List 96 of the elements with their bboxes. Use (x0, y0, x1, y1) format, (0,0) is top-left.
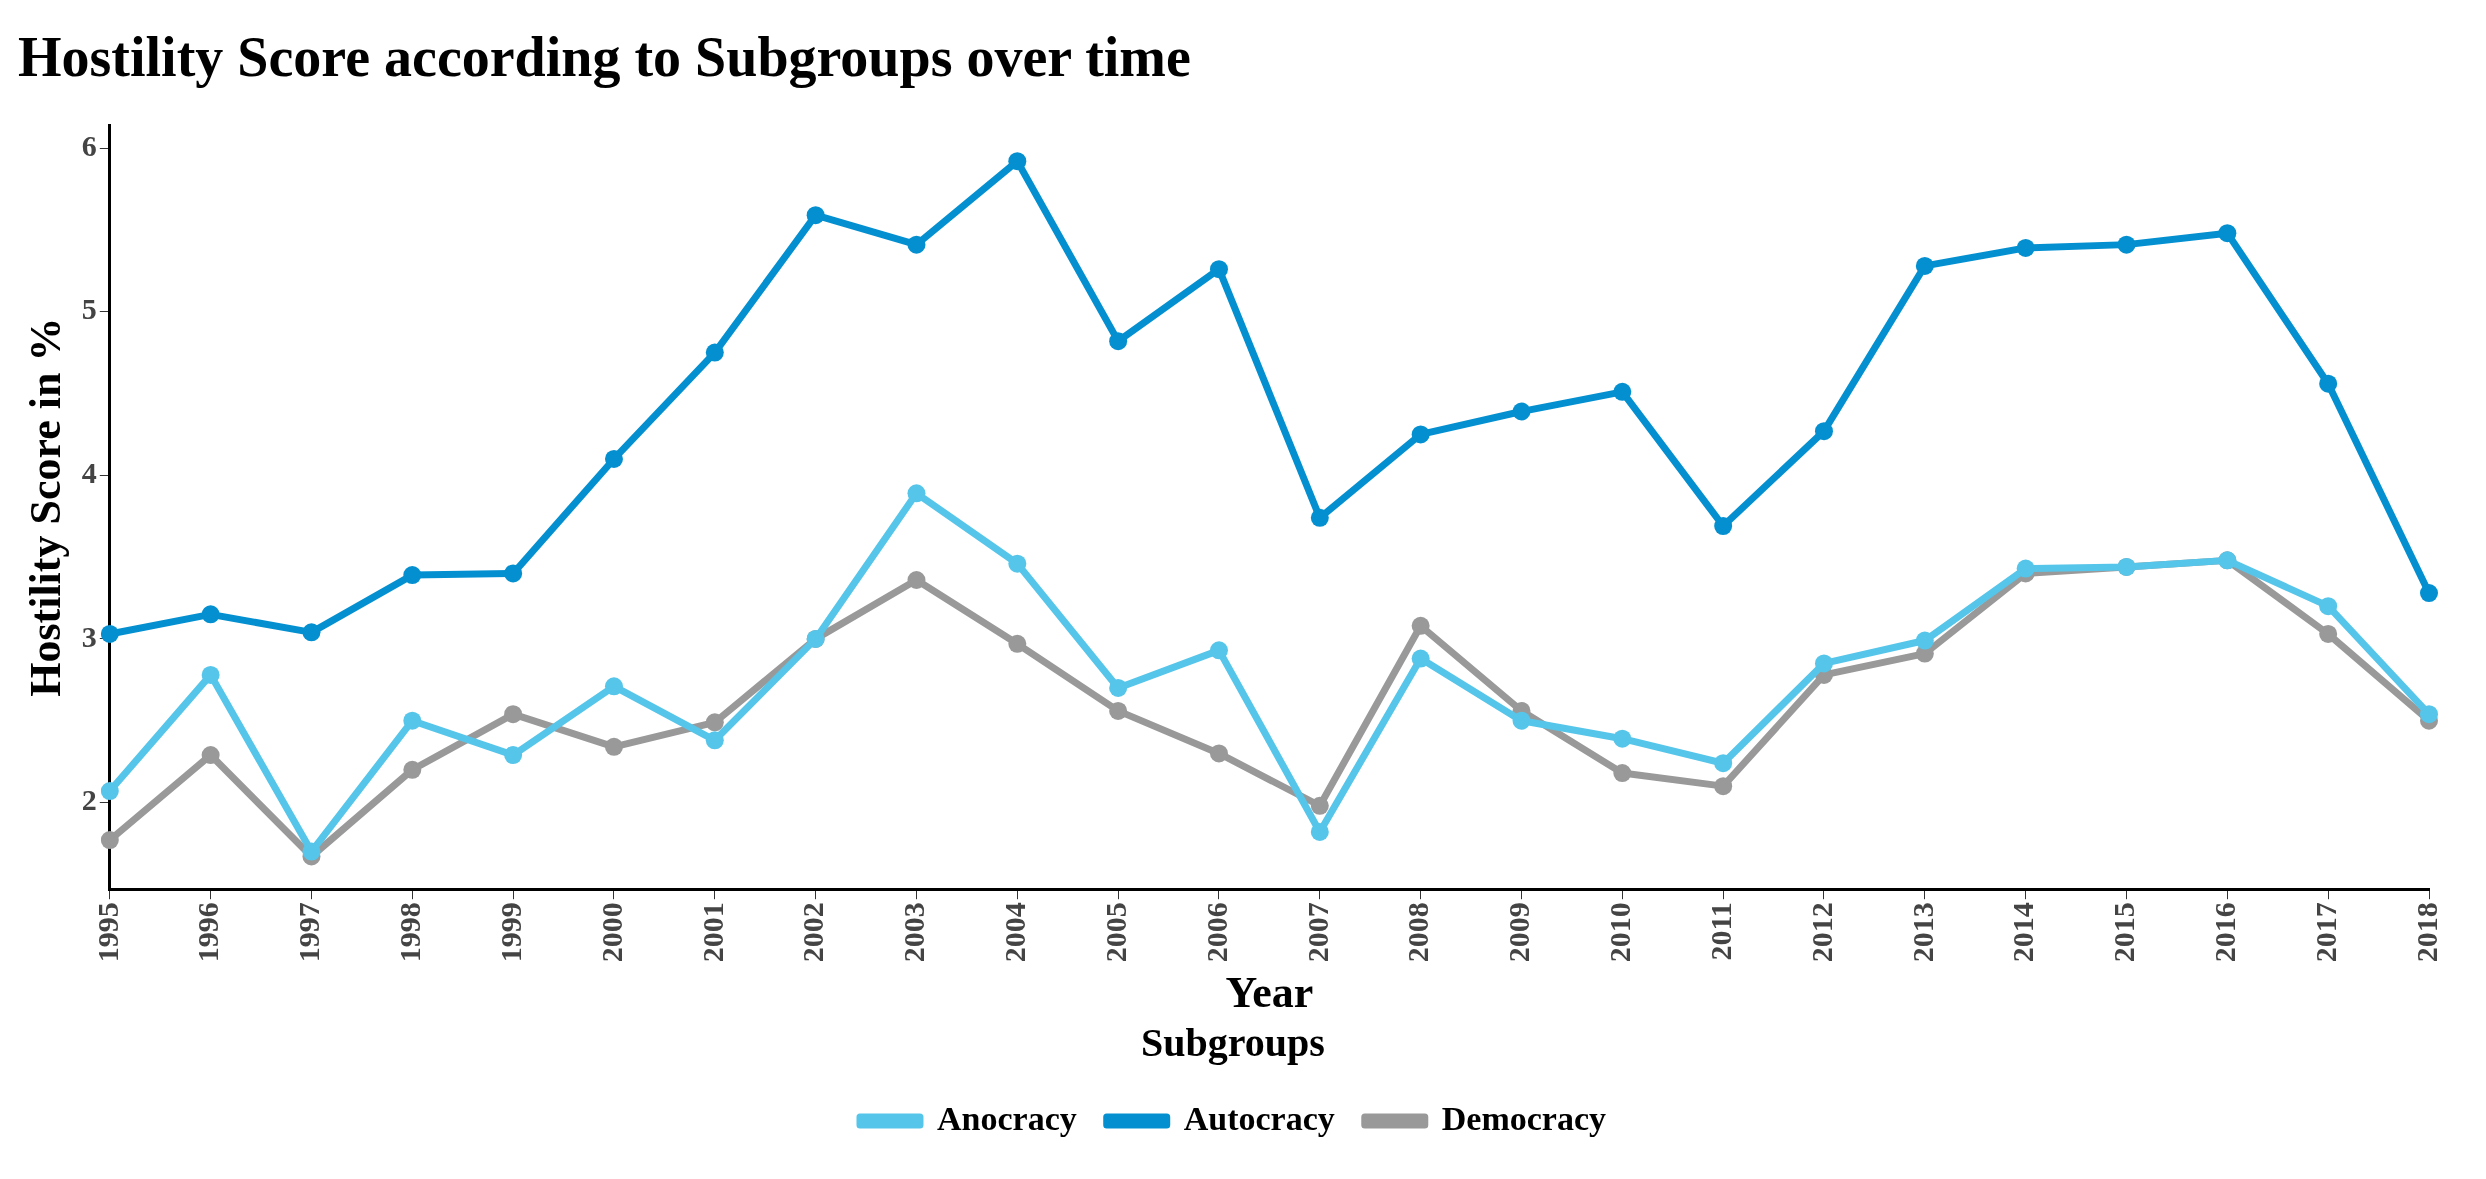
point (1411, 649, 1430, 668)
point (907, 571, 926, 589)
point (1714, 754, 1733, 773)
x-tick-label: 2011 (1703, 902, 1737, 961)
point (403, 566, 422, 585)
y-tick-label: 5 (81, 292, 97, 326)
point (1109, 332, 1128, 351)
point (2218, 224, 2237, 243)
point (2420, 584, 2438, 603)
x-tick-label: 2017 (2308, 902, 2342, 963)
x-tick-label: 2008 (1401, 902, 1435, 963)
x-tick-label: 2001 (695, 902, 729, 963)
point (504, 705, 523, 724)
legend-label: Democracy (1441, 1099, 1607, 1137)
x-tick-label: 2015 (2107, 902, 2141, 963)
point (1310, 508, 1329, 527)
point (2117, 235, 2136, 254)
x-tick-label: 2003 (897, 902, 931, 963)
x-tick-label: 2002 (796, 902, 830, 963)
point (907, 235, 926, 254)
point (705, 731, 724, 750)
point (100, 782, 119, 801)
x-tick-label: 2014 (2006, 902, 2040, 963)
point (1209, 641, 1228, 660)
point (1209, 744, 1228, 763)
x-axis-title: Year (1225, 967, 1314, 1017)
x-tick-label: 2006 (1199, 902, 1233, 963)
x-tick-label: 2018 (2409, 902, 2443, 963)
point (806, 206, 825, 225)
point (1008, 152, 1027, 171)
y-tick-label: 3 (81, 619, 97, 653)
point (2420, 705, 2438, 724)
point (2016, 559, 2035, 578)
point (604, 737, 623, 756)
x-tick-label: 2010 (1603, 902, 1637, 963)
point (1512, 402, 1531, 421)
x-tick-label: 2013 (1905, 902, 1939, 963)
point (201, 665, 220, 684)
point (1915, 631, 1934, 650)
x-tick-label: 2009 (1502, 902, 1536, 963)
x-tick-label: 2016 (2208, 902, 2242, 963)
point (100, 831, 119, 850)
point (1411, 616, 1430, 635)
point (1209, 260, 1228, 279)
x-tick-label: 1996 (191, 902, 225, 963)
x-tick-label: 1998 (393, 902, 427, 963)
point (2016, 238, 2035, 257)
point (1109, 701, 1128, 720)
point (705, 713, 724, 732)
y-tick-label: 2 (81, 783, 97, 817)
x-tick-label: 2012 (1804, 902, 1838, 963)
point (1109, 678, 1128, 697)
y-tick-label: 6 (81, 128, 97, 162)
point (302, 623, 321, 642)
point (2319, 597, 2338, 616)
point (100, 624, 119, 643)
y-axis-title: Hostility Score in % (20, 317, 70, 697)
point (2319, 624, 2338, 643)
x-tick-label: 2007 (1300, 902, 1334, 963)
point (302, 842, 321, 861)
point (1512, 711, 1531, 730)
point (2319, 374, 2338, 393)
x-tick-label: 2004 (998, 902, 1032, 963)
point (1008, 634, 1027, 653)
point (403, 760, 422, 779)
point (1310, 796, 1329, 815)
x-tick-label: 1997 (292, 902, 326, 963)
point (907, 484, 926, 503)
point (1915, 256, 1934, 275)
point (201, 605, 220, 624)
x-tick-label: 1999 (493, 902, 527, 963)
point (1714, 777, 1733, 796)
point (1714, 517, 1733, 536)
point (1008, 554, 1027, 573)
point (604, 677, 623, 696)
x-tick-label: 2005 (1098, 902, 1132, 963)
chart-title: Hostility Score according to Subgroups over time (18, 26, 1191, 89)
point (504, 746, 523, 765)
point (403, 711, 422, 730)
point (1411, 425, 1430, 444)
legend-label: Autocracy (1183, 1099, 1335, 1137)
point (604, 449, 623, 468)
point (1613, 382, 1632, 401)
point (1613, 764, 1632, 783)
point (504, 564, 523, 583)
point (1814, 654, 1833, 673)
point (201, 746, 220, 765)
x-tick-label: 1995 (90, 902, 124, 963)
x-tick-label: 2000 (594, 902, 628, 963)
legend-label: Anocracy (936, 1099, 1077, 1137)
legend-title: Subgroups (1141, 1020, 1325, 1066)
point (1814, 422, 1833, 441)
point (705, 343, 724, 362)
point (1613, 729, 1632, 748)
y-tick-label: 4 (81, 456, 97, 490)
point (1310, 822, 1329, 841)
